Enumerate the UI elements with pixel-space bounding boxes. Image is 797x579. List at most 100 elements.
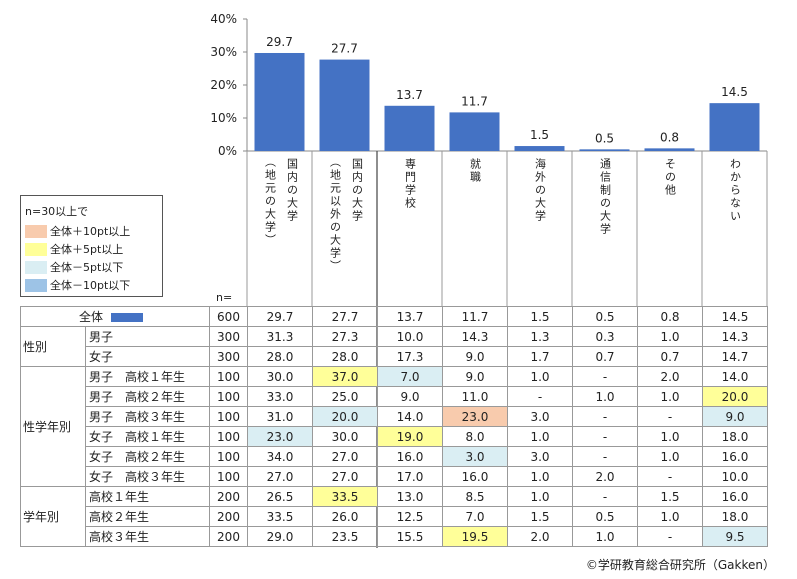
value-cell: 34.0 [247,446,313,467]
value-cell: 7.0 [377,366,443,387]
row-label: 女子 高校１年生 [85,426,210,447]
n-cell: 100 [209,366,248,387]
table-row: 全体 600 29.7 27.7 13.7 11.7 1.5 0.5 0.8 14.5 [20,306,768,327]
n-cell: 100 [209,426,248,447]
value-cell: - [637,466,703,487]
bar-value-label: 1.5 [530,128,549,142]
value-cell: 9.0 [442,346,508,367]
value-cell: 9.0 [442,366,508,387]
value-cell: 11.0 [442,386,508,407]
value-cell: 14.7 [702,346,768,367]
y-tick-label: 10% [210,111,237,125]
group-label: 性別 [20,326,86,367]
legend-label: 全体＋10pt以上 [50,225,131,238]
value-cell: 13.7 [377,306,443,327]
value-cell: 0.8 [637,306,703,327]
bar-value-label: 29.7 [266,35,293,49]
legend-item: 全体＋10pt以上 [25,224,130,238]
value-cell: 27.0 [247,466,313,487]
row-label-total: 全体 [20,306,210,327]
value-cell: 14.3 [442,326,508,347]
value-cell: 17.3 [377,346,443,367]
category-label: 国内の大学 [350,158,364,223]
value-cell: 1.0 [572,386,638,407]
value-cell: 11.7 [442,306,508,327]
data-table: 全体 600 29.7 27.7 13.7 11.7 1.5 0.5 0.8 14.5 性別 男子 30… [20,306,768,547]
legend-label: 全体－10pt以下 [50,279,131,292]
value-cell: 27.7 [312,306,378,327]
value-cell: 15.5 [377,526,443,547]
category-label: 通信制の大学 [598,158,612,236]
value-cell: 1.0 [637,326,703,347]
value-cell: 9.5 [702,526,768,547]
value-cell: 16.0 [702,446,768,467]
value-cell: 9.0 [377,386,443,407]
category-label: その他 [663,158,677,197]
value-cell: - [572,426,638,447]
value-cell: 3.0 [507,406,573,427]
value-cell: 18.0 [702,506,768,527]
y-tick-label: 20% [210,78,237,92]
bar-value-label: 27.7 [331,42,358,56]
value-cell: 9.0 [702,406,768,427]
value-cell: - [507,386,573,407]
n-cell: 200 [209,526,248,547]
value-cell: 30.0 [247,366,313,387]
value-cell: 10.0 [377,326,443,347]
category-label: わからない [728,158,742,223]
value-cell: 10.0 [702,466,768,487]
value-cell: 14.5 [702,306,768,327]
value-cell: 20.0 [702,386,768,407]
group-label: 学年別 [20,486,86,547]
value-cell: 16.0 [442,466,508,487]
table-row: 女子 300 28.0 28.0 17.3 9.0 1.7 0.7 0.7 14.7 [21,346,768,367]
value-cell: 7.0 [442,506,508,527]
value-cell: 17.0 [377,466,443,487]
category-label: 就職 [468,158,482,184]
value-cell: 23.0 [442,406,508,427]
value-cell: 1.0 [507,366,573,387]
value-cell: - [572,366,638,387]
bar [514,146,565,151]
category-label: 専門学校 [403,158,417,210]
table-row: 高校３年生 200 29.0 23.5 15.5 19.5 2.0 1.0-9.5 [21,526,768,547]
value-cell: 37.0 [312,366,378,387]
n-cell: 100 [209,446,248,467]
value-cell: 1.5 [507,306,573,327]
value-cell: 2.0 [507,526,573,547]
n-cell: 600 [209,306,248,327]
legend-item: 全体－5pt以下 [25,260,123,274]
value-cell: 33.5 [312,486,378,507]
y-tick-label: 30% [210,45,237,59]
value-cell: 1.0 [637,386,703,407]
legend-item: 全体＋5pt以上 [25,242,123,256]
value-cell: 28.0 [312,346,378,367]
group-label: 性学年別 [20,366,86,487]
bar-value-label: 0.8 [660,130,679,144]
table-row: 男子 高校２年生 100 33.0 25.0 9.0 11.0-1.0 1.0 20.0 [21,386,768,407]
row-label: 女子 高校３年生 [85,466,210,487]
n-cell: 200 [209,486,248,507]
row-label: 男子 高校３年生 [85,406,210,427]
legend-swatch [25,224,47,238]
n-cell: 100 [209,466,248,487]
value-cell: 31.3 [247,326,313,347]
table-row: 学年別 高校１年生 200 26.5 33.5 13.0 8.5 1.0-1.5 16.0 [20,486,768,547]
value-cell: 16.0 [702,486,768,507]
value-cell: 1.3 [507,326,573,347]
n-cell: 300 [209,326,248,347]
value-cell: 8.5 [442,486,508,507]
value-cell: - [572,486,638,507]
legend-item: 全体－10pt以下 [25,278,130,292]
value-cell: 14.0 [702,366,768,387]
legend-swatch [25,242,47,256]
value-cell: 1.0 [507,466,573,487]
value-cell: 1.7 [507,346,573,367]
value-cell: 19.0 [377,426,443,447]
value-cell: 8.0 [442,426,508,447]
row-label: 女子 高校２年生 [85,446,210,467]
row-label: 男子 高校１年生 [85,366,210,387]
bar [449,112,500,151]
value-cell: 0.3 [572,326,638,347]
